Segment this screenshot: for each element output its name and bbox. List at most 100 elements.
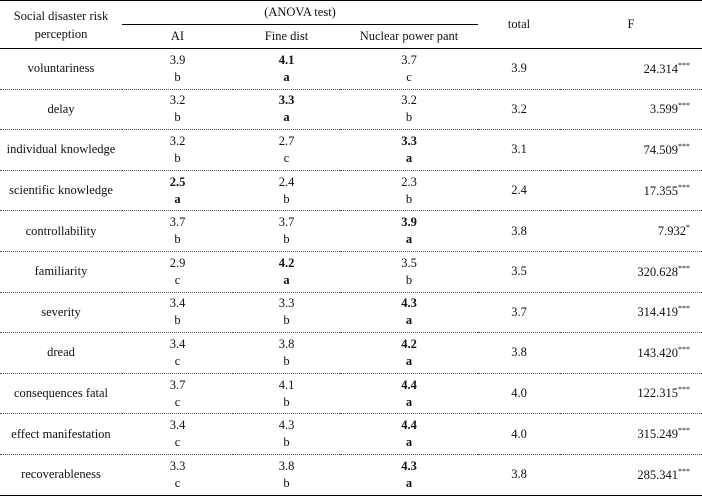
f-value-cell: 74.509*** xyxy=(560,129,702,171)
mean-value: 4.1 xyxy=(278,377,295,392)
data-row: dread 3.4 c 3.8 b 4.2 a 3.8 143.420*** xyxy=(0,332,702,374)
group-cell: 4.2 a xyxy=(340,332,479,374)
group-letter: a xyxy=(405,435,413,450)
group-letter: c xyxy=(174,353,181,368)
group-letter: b xyxy=(405,110,413,125)
group-cell: 4.2 a xyxy=(233,251,340,293)
group-letter: b xyxy=(283,353,290,368)
group-cell: 3.8 b xyxy=(233,454,340,495)
total-header: total xyxy=(478,0,561,49)
f-value-cell: 122.315*** xyxy=(560,373,702,415)
group-cell: 3.7 b xyxy=(233,210,340,252)
group-cell: 2.4 b xyxy=(233,170,340,212)
total-value: 4.0 xyxy=(478,373,561,415)
total-value: 3.8 xyxy=(478,332,561,374)
mean-value: 3.3 xyxy=(169,458,186,473)
f-value: 17.355 xyxy=(643,183,679,198)
mean-value: 2.4 xyxy=(278,174,295,189)
group-cell: 4.1 a xyxy=(233,48,340,90)
mean-value: 4.2 xyxy=(401,336,417,351)
mean-value: 3.9 xyxy=(401,215,417,230)
data-row: delay 3.2 b 3.3 a 3.2 b 3.2 3.599*** xyxy=(0,89,702,131)
total-value: 3.8 xyxy=(478,210,561,252)
group-letter: a xyxy=(405,150,413,165)
group-cell: 3.3 a xyxy=(340,129,479,171)
group-cell: 4.3 a xyxy=(340,292,479,334)
f-value-cell: 314.419*** xyxy=(560,292,702,334)
total-value: 3.8 xyxy=(511,467,527,482)
mean-value: 3.3 xyxy=(278,93,295,108)
data-row: voluntariness 3.9 b 4.1 a 3.7 c 3.9 24.314*** xyxy=(0,48,702,90)
mean-value: 3.8 xyxy=(278,336,295,351)
data-row: consequences fatal 3.7 c 4.1 b 4.4 a 4.0 122.315… xyxy=(0,373,702,415)
group-letter: b xyxy=(283,313,290,328)
mean-value: 2.9 xyxy=(169,255,186,270)
group-letter: a xyxy=(405,475,413,490)
data-row: recoverableness 3.3 c 3.8 b 4.3 a 3.8 285.341*** xyxy=(0,454,702,495)
group-letter: b xyxy=(283,475,290,490)
mean-value: 4.2 xyxy=(278,255,295,270)
f-value: 74.509 xyxy=(643,143,679,158)
group-header: Nuclear power pant xyxy=(340,24,479,49)
mean-value: 3.9 xyxy=(169,52,186,67)
f-value-cell: 7.932* xyxy=(560,210,702,252)
group-cell: 3.7 c xyxy=(340,48,479,90)
table-head: Social disaster risk perception (ANOVA t… xyxy=(0,0,702,49)
group-cell: 2.3 b xyxy=(340,170,479,212)
mean-value: 2.3 xyxy=(401,174,417,189)
group-cell: 3.2 b xyxy=(340,89,479,131)
group-cell: 2.5 a xyxy=(122,170,233,212)
total-value: 4.0 xyxy=(478,413,561,455)
group-cell: 4.3 b xyxy=(233,413,340,455)
group-letter: b xyxy=(283,435,290,450)
group-title: (ANOVA test) xyxy=(122,0,479,25)
significance: *** xyxy=(678,60,691,70)
f-value: 315.249 xyxy=(637,427,679,442)
mean-value: 2.7 xyxy=(278,133,295,148)
group-cell: 3.3 b xyxy=(233,292,340,334)
group-letter: a xyxy=(174,191,181,206)
row-label: severity xyxy=(0,292,122,334)
group-cell: 3.3 c xyxy=(122,454,233,495)
group-cell: 2.7 c xyxy=(233,129,340,171)
f-value-cell: 3.599*** xyxy=(560,89,702,131)
data-row: controllability 3.7 b 3.7 b 3.9 a 3.8 7.932* xyxy=(0,210,702,252)
group-cell: 4.4 a xyxy=(340,373,479,415)
group-cell: 3.2 b xyxy=(122,89,233,131)
group-header: Fine dist xyxy=(233,24,340,49)
row-label: delay xyxy=(0,89,122,131)
significance: *** xyxy=(678,263,691,273)
mean-value: 3.2 xyxy=(169,93,186,108)
row-label: effect manifestation xyxy=(0,413,122,455)
mean-value: 4.4 xyxy=(401,377,417,392)
group-letter: a xyxy=(405,313,413,328)
total-value: 2.4 xyxy=(478,170,561,212)
mean-value: 3.3 xyxy=(278,296,295,311)
group-cell: 3.5 b xyxy=(340,251,479,293)
group-letter: c xyxy=(174,394,181,409)
group-letter: b xyxy=(174,232,181,247)
group-cell: 3.4 c xyxy=(122,413,233,455)
group-letter: b xyxy=(283,232,290,247)
mean-value: 4.3 xyxy=(278,418,295,433)
group-cell: 3.7 c xyxy=(122,373,233,415)
group-cell: 3.2 b xyxy=(122,129,233,171)
group-letter: a xyxy=(405,353,413,368)
mean-value: 4.3 xyxy=(401,296,417,311)
row-label: voluntariness xyxy=(0,48,122,90)
group-letter: b xyxy=(174,150,181,165)
significance: *** xyxy=(678,466,691,476)
mean-value: 3.7 xyxy=(278,215,295,230)
table-body: voluntariness 3.9 b 4.1 a 3.7 c 3.9 24.314*** del… xyxy=(0,48,702,496)
group-cell: 3.3 a xyxy=(233,89,340,131)
significance: *** xyxy=(678,344,691,354)
group-cell: 3.8 b xyxy=(233,332,340,374)
mean-value: 3.7 xyxy=(169,377,186,392)
group-letter: a xyxy=(283,272,290,287)
group-letter: b xyxy=(283,394,290,409)
f-value-cell: 143.420*** xyxy=(560,332,702,374)
significance: *** xyxy=(678,385,691,395)
group-cell: 4.3 a xyxy=(340,454,478,495)
row-label: consequences fatal xyxy=(0,373,122,415)
